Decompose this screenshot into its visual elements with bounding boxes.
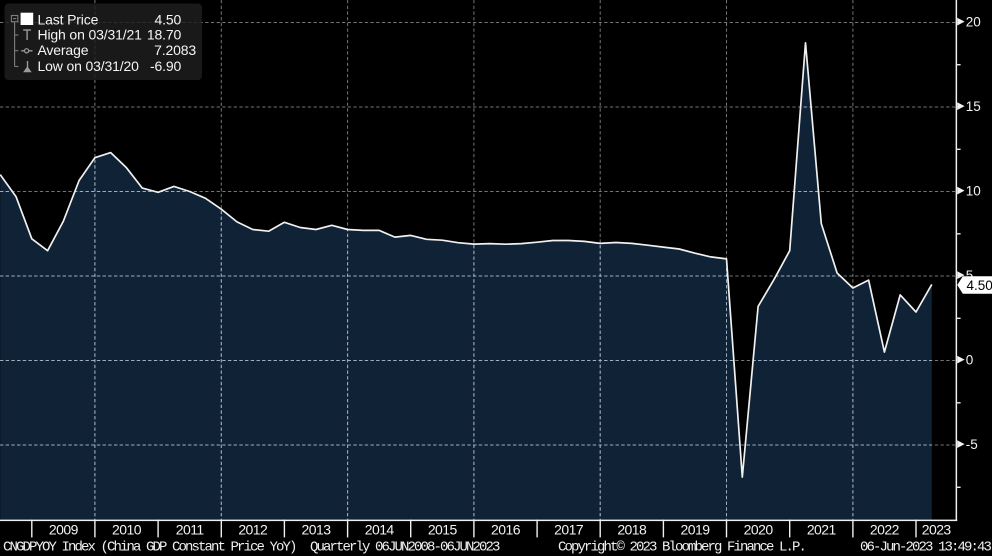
svg-text:20: 20 [966, 14, 981, 29]
svg-text:Average: Average [38, 42, 89, 58]
svg-text:2018: 2018 [617, 522, 647, 538]
svg-text:18.70: 18.70 [147, 26, 182, 42]
svg-text:4.50: 4.50 [155, 12, 182, 28]
svg-text:2014: 2014 [365, 522, 395, 538]
svg-text:0: 0 [966, 352, 974, 367]
svg-text:-5: -5 [966, 437, 978, 452]
svg-text:15: 15 [966, 99, 981, 114]
svg-text:High on 03/31/21: High on 03/31/21 [38, 26, 143, 42]
svg-text:5: 5 [966, 268, 974, 283]
svg-text:4.50: 4.50 [967, 278, 992, 293]
svg-text:2012: 2012 [238, 522, 268, 538]
svg-text:Last Price: Last Price [38, 12, 99, 28]
svg-text:2011: 2011 [176, 522, 205, 538]
svg-text:2013: 2013 [302, 522, 332, 538]
svg-text:2016: 2016 [491, 522, 521, 538]
svg-text:06-Jun-2023 13:49:43: 06-Jun-2023 13:49:43 [860, 540, 992, 556]
svg-text:2010: 2010 [112, 522, 142, 538]
svg-text:2015: 2015 [428, 522, 458, 538]
svg-text:Quarterly 06JUN2008-06JUN2023: Quarterly 06JUN2008-06JUN2023 [310, 540, 500, 556]
svg-text:2022: 2022 [870, 522, 900, 538]
svg-text:Copyright© 2023 Bloomberg Fina: Copyright© 2023 Bloomberg Finance L.P. [558, 540, 805, 556]
svg-text:2023: 2023 [922, 522, 952, 538]
svg-text:2009: 2009 [49, 522, 79, 538]
svg-text:CNGDPYOY Index (China GDP Cons: CNGDPYOY Index (China GDP Constant Price… [3, 540, 296, 556]
svg-text:2020: 2020 [744, 522, 774, 538]
svg-text:10: 10 [966, 183, 981, 198]
svg-text:2021: 2021 [807, 522, 837, 538]
svg-text:2017: 2017 [554, 522, 584, 538]
svg-text:2019: 2019 [681, 522, 711, 538]
svg-text:Low on 03/31/20: Low on 03/31/20 [38, 58, 140, 74]
svg-text:7.2083: 7.2083 [154, 42, 196, 58]
svg-text:-6.90: -6.90 [150, 58, 182, 74]
